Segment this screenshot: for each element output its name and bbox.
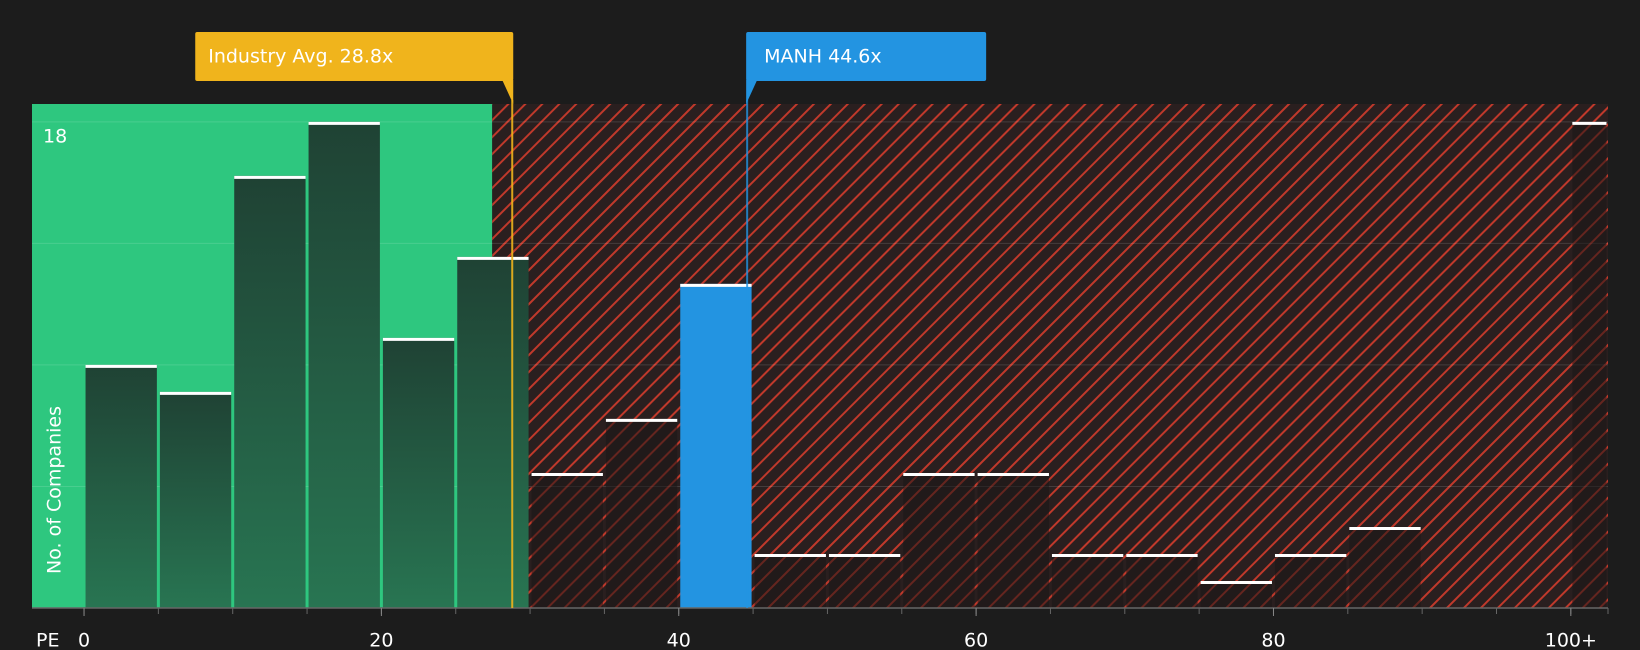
annotation-box <box>195 32 514 81</box>
bar <box>977 472 1049 608</box>
annotation-box <box>746 32 987 81</box>
bad-region <box>492 104 1609 608</box>
x-axis-label: PE <box>36 630 59 650</box>
y-axis-label: No. of Companies <box>44 406 66 574</box>
bar <box>382 337 455 608</box>
bar <box>828 553 901 608</box>
bar <box>457 256 529 608</box>
x-tick-label: 60 <box>964 630 988 650</box>
bar <box>1051 553 1124 608</box>
y-tick-label: 18 <box>43 125 67 147</box>
bar <box>531 472 603 608</box>
bar <box>605 418 678 608</box>
bar <box>1349 526 1421 608</box>
bar <box>85 364 157 608</box>
x-tick-label: 100+ <box>1545 630 1597 650</box>
x-tick-label: 80 <box>1261 630 1285 650</box>
bar <box>754 553 826 608</box>
bar <box>1274 553 1347 608</box>
annotation-label: MANH 44.6x <box>764 46 881 68</box>
annotation-pointer <box>502 80 514 104</box>
x-tick-label: 40 <box>667 630 691 650</box>
bar <box>308 121 380 609</box>
annotation-label: Industry Avg. 28.8x <box>208 46 393 68</box>
annotation-pointer <box>746 80 758 104</box>
bar <box>903 472 975 608</box>
bar <box>159 391 232 608</box>
x-tick-label: 0 <box>78 630 90 650</box>
bar <box>1200 580 1272 608</box>
bar <box>680 283 752 608</box>
bar <box>1572 121 1607 609</box>
bar <box>234 175 306 609</box>
bar <box>1126 553 1198 608</box>
x-tick-label: 20 <box>369 630 393 650</box>
